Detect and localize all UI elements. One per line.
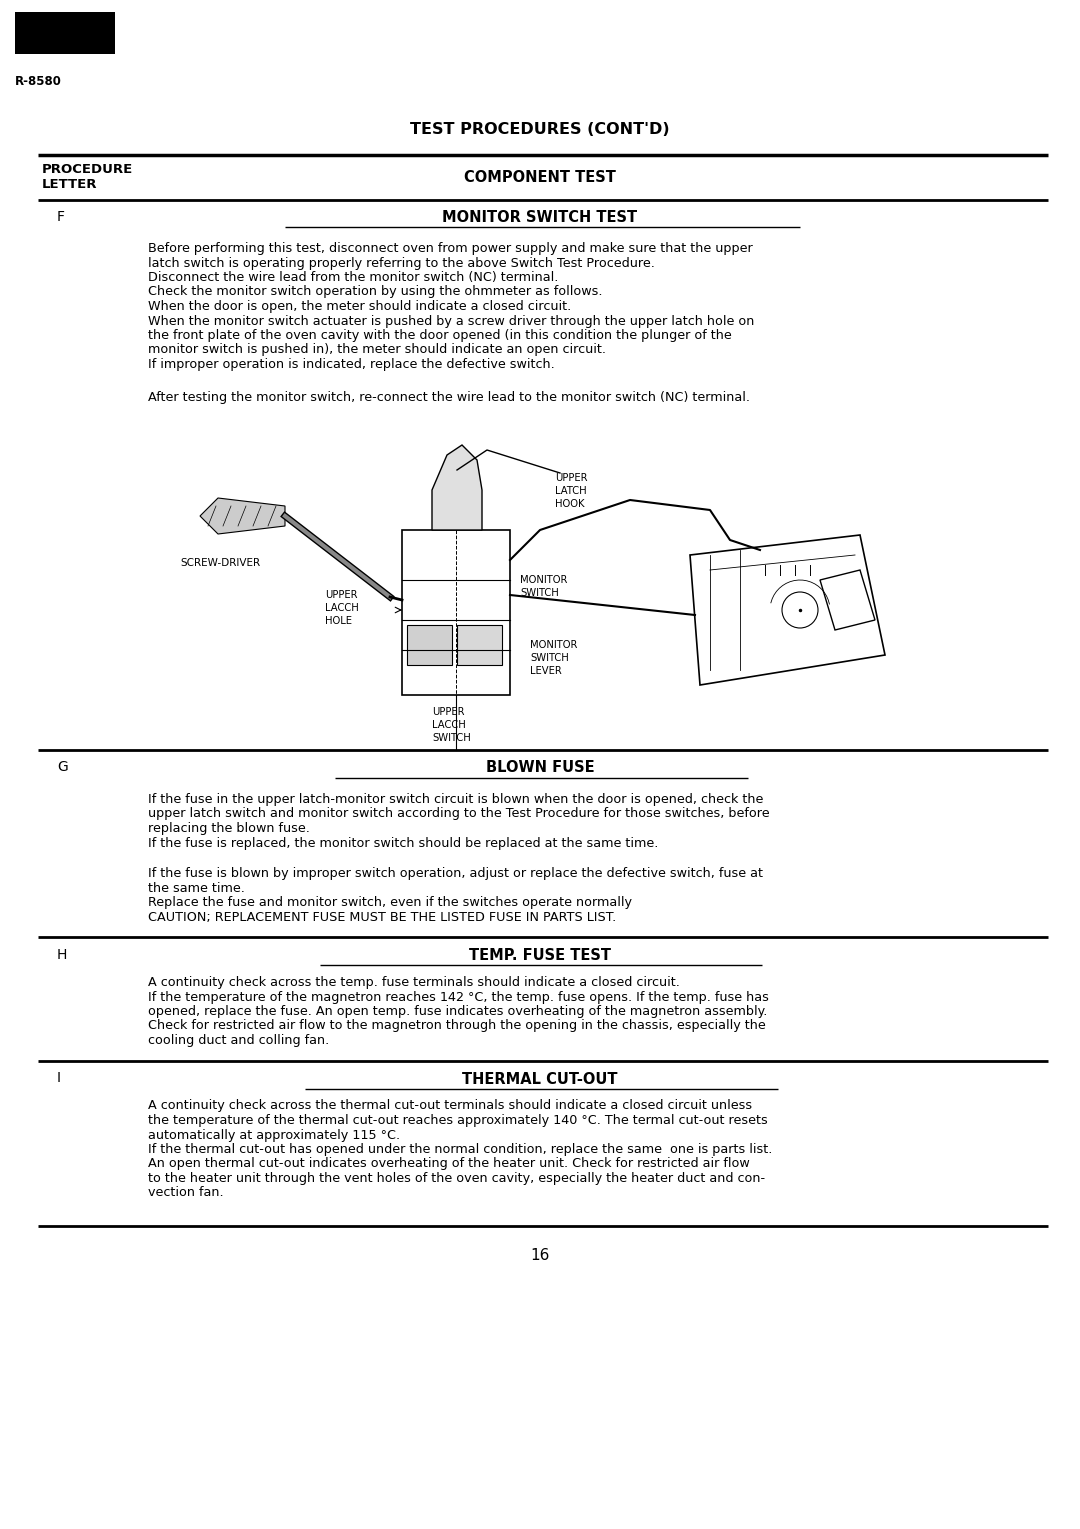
Text: LACCH: LACCH bbox=[325, 602, 359, 613]
Text: the temperature of the thermal cut-out reaches approximately 140 °C. The termal : the temperature of the thermal cut-out r… bbox=[148, 1115, 768, 1127]
Text: automatically at approximately 115 °C.: automatically at approximately 115 °C. bbox=[148, 1128, 400, 1142]
Text: I: I bbox=[57, 1072, 60, 1086]
Bar bbox=[457, 625, 502, 665]
Text: SWITCH: SWITCH bbox=[432, 732, 471, 743]
Text: UPPER: UPPER bbox=[432, 706, 464, 717]
Text: When the door is open, the meter should indicate a closed circuit.: When the door is open, the meter should … bbox=[148, 300, 571, 313]
Text: SWITCH: SWITCH bbox=[530, 653, 569, 664]
Text: R-8580: R-8580 bbox=[15, 75, 62, 89]
Text: SCREW-DRIVER: SCREW-DRIVER bbox=[180, 558, 260, 567]
Text: opened, replace the fuse. An open temp. fuse indicates overheating of the magnet: opened, replace the fuse. An open temp. … bbox=[148, 1005, 768, 1018]
Text: vection fan.: vection fan. bbox=[148, 1187, 224, 1199]
Text: 16: 16 bbox=[530, 1248, 550, 1263]
Bar bbox=[407, 625, 453, 665]
Text: Replace the fuse and monitor switch, even if the switches operate normally: Replace the fuse and monitor switch, eve… bbox=[148, 896, 632, 910]
Text: Check for restricted air flow to the magnetron through the opening in the chassi: Check for restricted air flow to the mag… bbox=[148, 1020, 766, 1032]
Text: H: H bbox=[57, 948, 67, 962]
Text: PROCEDURE: PROCEDURE bbox=[42, 164, 133, 176]
Text: If the thermal cut-out has opened under the normal condition, replace the same  : If the thermal cut-out has opened under … bbox=[148, 1144, 772, 1156]
Text: MONITOR SWITCH TEST: MONITOR SWITCH TEST bbox=[443, 209, 637, 225]
Text: to the heater unit through the vent holes of the oven cavity, especially the hea: to the heater unit through the vent hole… bbox=[148, 1173, 765, 1185]
Text: UPPER: UPPER bbox=[325, 590, 357, 599]
Text: A continuity check across the thermal cut-out terminals should indicate a closed: A continuity check across the thermal cu… bbox=[148, 1099, 752, 1113]
Text: BLOWN FUSE: BLOWN FUSE bbox=[486, 760, 594, 775]
Text: G: G bbox=[57, 760, 68, 774]
Polygon shape bbox=[432, 445, 482, 531]
Bar bbox=[15, 12, 114, 54]
Text: If the fuse is replaced, the monitor switch should be replaced at the same time.: If the fuse is replaced, the monitor swi… bbox=[148, 836, 659, 850]
Text: Disconnect the wire lead from the monitor switch (NC) terminal.: Disconnect the wire lead from the monito… bbox=[148, 271, 558, 284]
Bar bbox=[402, 531, 510, 696]
Text: If improper operation is indicated, replace the defective switch.: If improper operation is indicated, repl… bbox=[148, 358, 555, 372]
Text: replacing the blown fuse.: replacing the blown fuse. bbox=[148, 823, 310, 835]
Text: After testing the monitor switch, re-connect the wire lead to the monitor switch: After testing the monitor switch, re-con… bbox=[148, 390, 750, 404]
Text: UPPER: UPPER bbox=[555, 472, 588, 483]
Text: Before performing this test, disconnect oven from power supply and make sure tha: Before performing this test, disconnect … bbox=[148, 242, 753, 255]
Text: CAUTION; REPLACEMENT FUSE MUST BE THE LISTED FUSE IN PARTS LIST.: CAUTION; REPLACEMENT FUSE MUST BE THE LI… bbox=[148, 910, 617, 924]
Text: cooling duct and colling fan.: cooling duct and colling fan. bbox=[148, 1034, 329, 1047]
Text: TEMP. FUSE TEST: TEMP. FUSE TEST bbox=[469, 948, 611, 963]
Polygon shape bbox=[200, 498, 285, 534]
Text: monitor switch is pushed in), the meter should indicate an open circuit.: monitor switch is pushed in), the meter … bbox=[148, 344, 606, 356]
Text: LACCH: LACCH bbox=[432, 720, 465, 729]
Text: MONITOR: MONITOR bbox=[519, 575, 567, 586]
Text: latch switch is operating properly referring to the above Switch Test Procedure.: latch switch is operating properly refer… bbox=[148, 257, 654, 269]
Text: MONITOR: MONITOR bbox=[530, 641, 578, 650]
Text: LETTER: LETTER bbox=[42, 177, 97, 191]
Text: LEVER: LEVER bbox=[530, 667, 562, 676]
Text: Check the monitor switch operation by using the ohmmeter as follows.: Check the monitor switch operation by us… bbox=[148, 286, 603, 298]
Text: HOOK: HOOK bbox=[555, 498, 584, 509]
Text: A continuity check across the temp. fuse terminals should indicate a closed circ: A continuity check across the temp. fuse… bbox=[148, 976, 680, 989]
Text: the front plate of the oven cavity with the door opened (in this condition the p: the front plate of the oven cavity with … bbox=[148, 329, 732, 342]
Text: COMPONENT TEST: COMPONENT TEST bbox=[464, 170, 616, 185]
Text: TEST PROCEDURES (CONT'D): TEST PROCEDURES (CONT'D) bbox=[410, 122, 670, 138]
Text: If the temperature of the magnetron reaches 142 °C, the temp. fuse opens. If the: If the temperature of the magnetron reac… bbox=[148, 991, 769, 1003]
Text: LATCH: LATCH bbox=[555, 486, 586, 495]
Text: When the monitor switch actuater is pushed by a screw driver through the upper l: When the monitor switch actuater is push… bbox=[148, 315, 754, 327]
Text: HOLE: HOLE bbox=[325, 616, 352, 625]
Text: If the fuse in the upper latch-monitor switch circuit is blown when the door is : If the fuse in the upper latch-monitor s… bbox=[148, 794, 764, 806]
Text: An open thermal cut-out indicates overheating of the heater unit. Check for rest: An open thermal cut-out indicates overhe… bbox=[148, 1157, 750, 1171]
Text: upper latch switch and monitor switch according to the Test Procedure for those : upper latch switch and monitor switch ac… bbox=[148, 807, 770, 821]
Text: If the fuse is blown by improper switch operation, adjust or replace the defecti: If the fuse is blown by improper switch … bbox=[148, 867, 762, 881]
Text: the same time.: the same time. bbox=[148, 882, 245, 894]
Text: THERMAL CUT-OUT: THERMAL CUT-OUT bbox=[462, 1072, 618, 1087]
Text: SWITCH: SWITCH bbox=[519, 589, 558, 598]
Text: F: F bbox=[57, 209, 65, 225]
